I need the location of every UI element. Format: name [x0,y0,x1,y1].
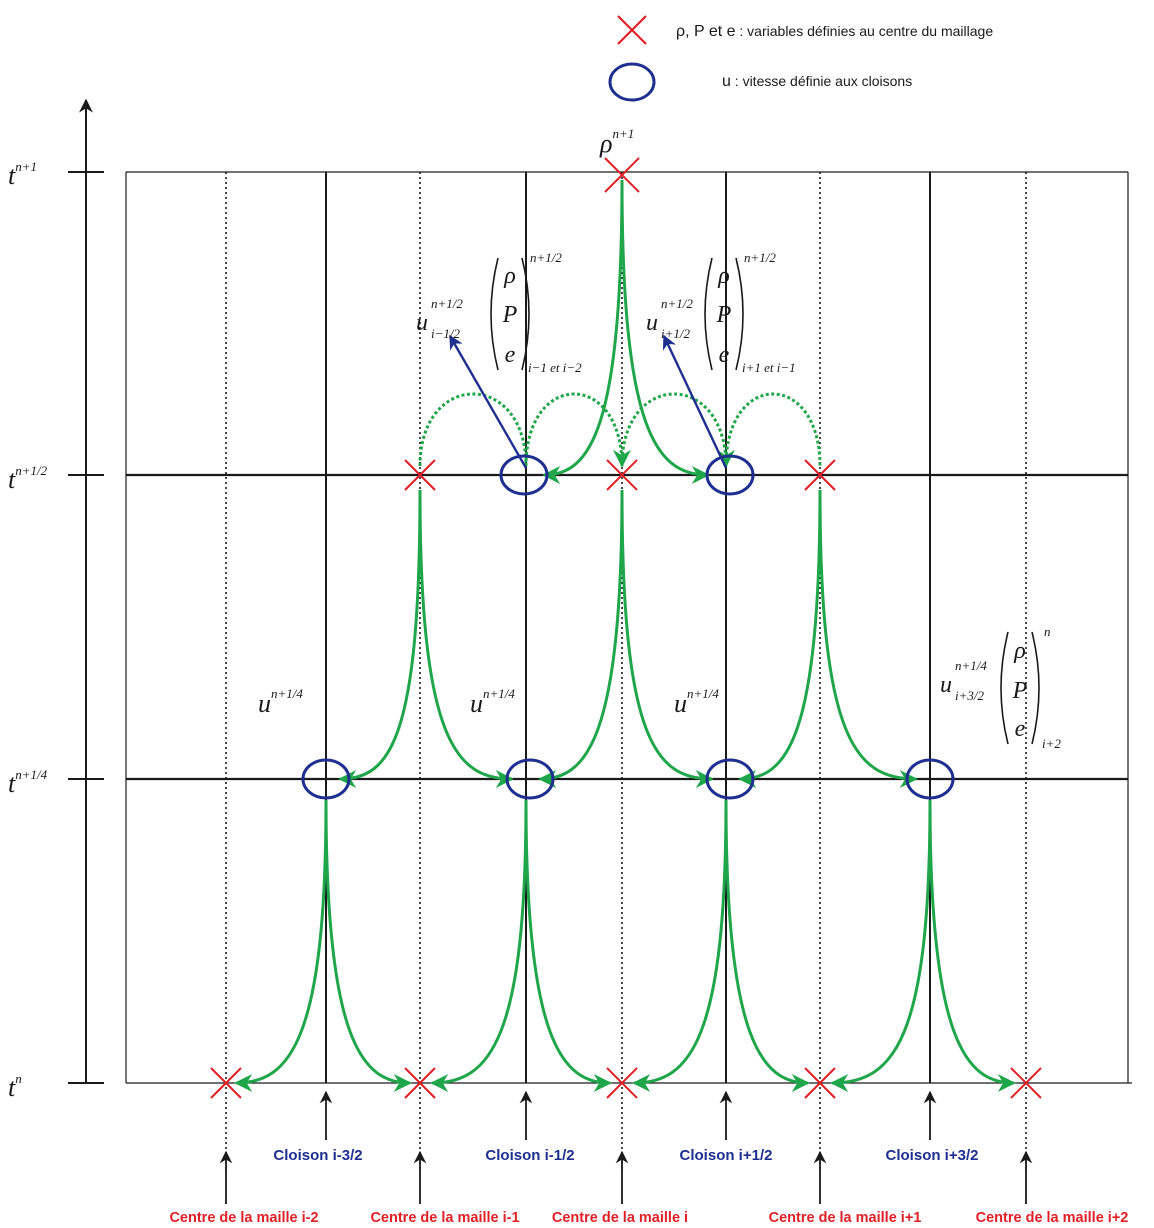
vec-mid-row-rho: ρ [717,263,730,289]
legend-cross-vars: ρ, P et e [676,23,736,40]
vector-mid: u n+1/2 i+1/2 ρ P e n+1/2 i+1 et i−1 [646,250,796,375]
centre-label-i-2: Centre de la maille i-2 [169,1210,318,1226]
vec-left-sup: n+1/2 [530,250,562,265]
velocity-nodes [301,454,955,800]
vec-right-sub: i+2 [1042,736,1061,751]
velocity-node [499,454,549,496]
centre-cross [210,1067,242,1099]
legend-circle-var: u [722,73,731,90]
vec-right-row-rho: ρ [1013,638,1026,664]
legend-circle-desc: : vitesse définie aux cloisons [731,73,912,89]
u-quarter-label-3: un+1/4 [674,686,719,718]
vec-mid-u: u [646,310,658,336]
cloison-label-i-3-2: Cloison i-3/2 [273,1147,362,1164]
velocity-arrows [448,334,728,469]
vec-mid-sup: n+1/2 [744,250,776,265]
centre-cross [804,1067,836,1099]
velocity-node [705,454,755,496]
velocity-node [301,758,351,800]
time-axis: tn+1 tn+1/2 tn+1/4 tn [8,98,104,1102]
cloison-label-i+3-2: Cloison i+3/2 [886,1147,979,1164]
vec-mid-u-sub: i+1/2 [661,326,690,341]
cloison-label-i+1-2: Cloison i+1/2 [680,1147,773,1164]
vec-mid-row-e: e [719,342,730,368]
vector-left: u n+1/2 i−1/2 ρ P e n+1/2 i−1 et i−2 [416,250,582,375]
velocity-node [505,758,555,800]
vec-right-row-e: e [1015,716,1026,742]
cloison-label-i-1-2: Cloison i-1/2 [485,1147,574,1164]
legend-circle-icon [608,62,656,102]
centre-label-i+1: Centre de la maille i+1 [769,1210,922,1226]
centre-label-i: Centre de la maille i [552,1210,688,1226]
velocity-node [705,758,755,800]
vec-right-sup: n [1044,624,1051,639]
vec-mid-u-sup: n+1/2 [661,296,693,311]
arrows-quarter-to-half [338,489,918,788]
math-annotations: ρn+1 un+1/4 un+1/4 un+1/4 u n+1/2 i−1/2 … [258,126,1061,751]
time-label-n1: tn+1 [8,159,37,190]
pointer-arrows [219,1090,1033,1204]
u-quarter-label-2: un+1/4 [470,686,515,718]
cell-centre-marks [210,157,1042,1099]
vec-mid-sub: i+1 et i−1 [742,360,796,375]
centre-cross [404,1067,436,1099]
arrows-n-to-quarter [234,799,1016,1092]
time-label-n12: tn+1/2 [8,463,48,494]
vec-right-u-sup: n+1/4 [955,658,987,673]
vector-right: u n+1/4 i+3/2 ρ P e n i+2 [940,624,1061,751]
time-label-n: tn [8,1071,22,1102]
vec-left-u-sup: n+1/2 [431,296,463,311]
arcs-half [418,392,822,468]
legend: ρ, P et e : variables définies au centre… [608,15,993,102]
u-quarter-label-1: un+1/4 [258,686,303,718]
centre-cross [606,1067,638,1099]
centre-cross [606,459,638,491]
centre-cross [604,157,640,193]
centre-label-i-1: Centre de la maille i-1 [370,1210,519,1226]
vec-right-row-p: P [1012,678,1028,704]
centre-labels: Centre de la maille i-2 Centre de la mai… [169,1210,1128,1226]
vec-left-sub: i−1 et i−2 [528,360,582,375]
centre-cross [804,459,836,491]
legend-cross-desc: : variables définies au centre du mailla… [736,23,994,39]
grid [125,171,1132,1170]
time-label-n14: tn+1/4 [8,767,48,798]
vec-left-u-sub: i−1/2 [431,326,460,341]
vec-mid-row-p: P [716,302,732,328]
vec-left-row-e: e [505,342,516,368]
cloison-labels: Cloison i-3/2 Cloison i-1/2 Cloison i+1/… [273,1147,978,1164]
centre-cross [404,459,436,491]
legend-cross-label: ρ, P et e : variables définies au centre… [676,23,993,40]
legend-cross-icon [617,15,647,45]
centre-label-i+2: Centre de la maille i+2 [976,1210,1129,1226]
vec-right-u: u [940,672,952,698]
vec-left-u: u [416,310,428,336]
arrows-top [542,179,710,484]
velocity-node [905,758,955,800]
vec-left-row-rho: ρ [503,263,516,289]
rho-top-label: ρn+1 [599,126,634,158]
centre-cross [1010,1067,1042,1099]
vec-left-row-p: P [502,302,518,328]
vec-right-u-sub: i+3/2 [955,688,984,703]
legend-circle-label: u : vitesse définie aux cloisons [722,73,912,90]
